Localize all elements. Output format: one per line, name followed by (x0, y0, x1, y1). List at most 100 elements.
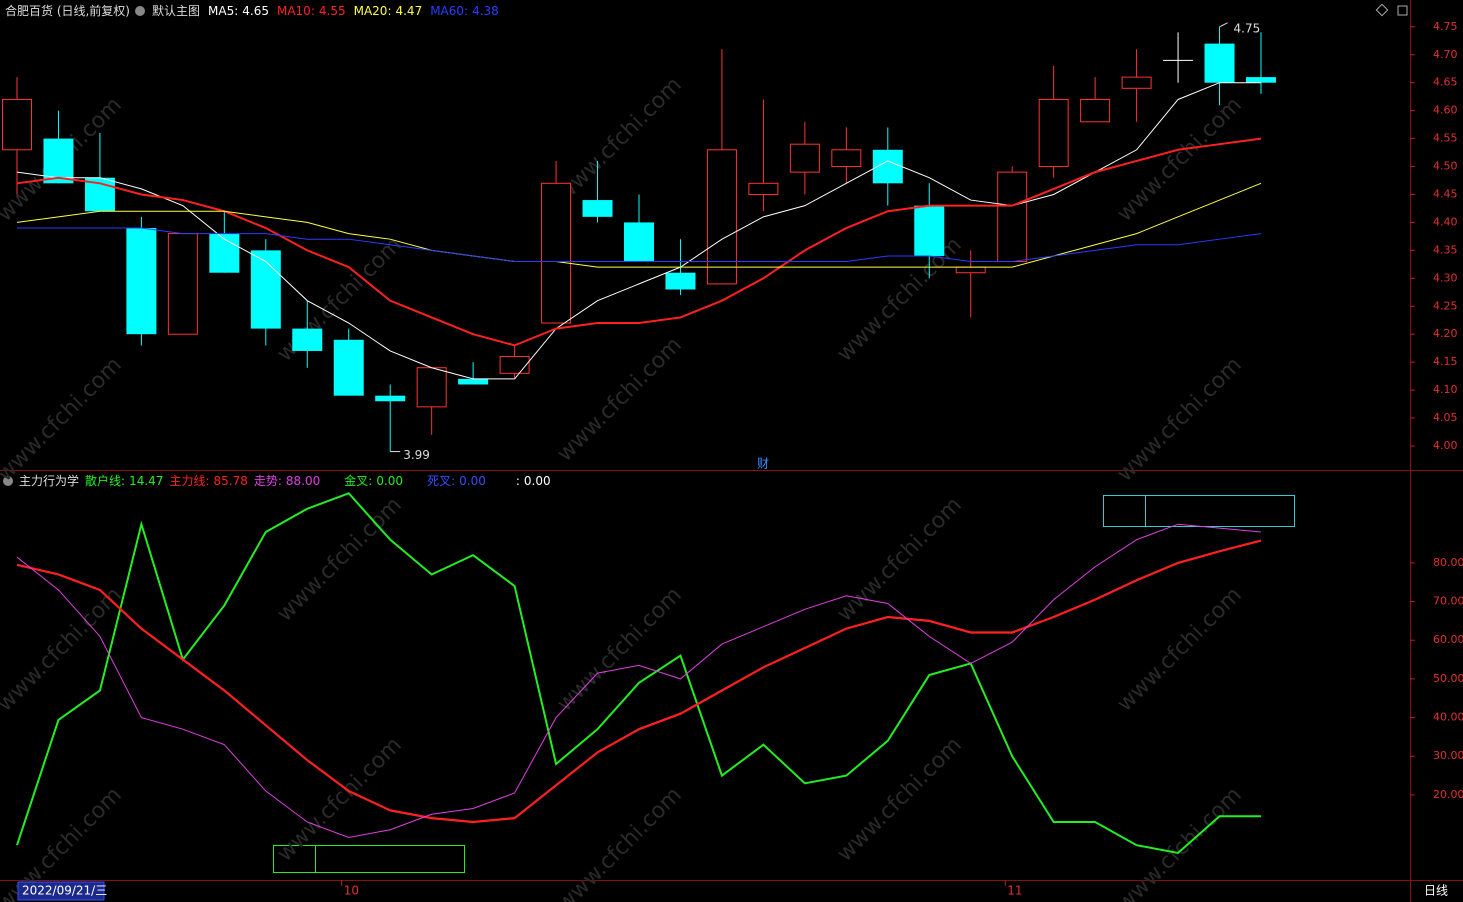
y-tick-label: 4.60 (1433, 104, 1458, 117)
y-tick-label: 40.00 (1433, 711, 1463, 724)
y-tick-label: 4.30 (1433, 271, 1458, 284)
high-annotation: 4.75 (1234, 21, 1261, 35)
candle-body (706, 149, 737, 285)
legend-name: MA20 (354, 4, 388, 18)
candle-body (126, 228, 157, 335)
indicator-line (16, 492, 1262, 855)
legend-separator: : (234, 4, 238, 18)
legend-name: 主力线 (169, 474, 205, 488)
event-marker: 财 (757, 457, 769, 471)
indicator-line (16, 523, 1262, 838)
cursor-date: 2022/09/21/三 (22, 884, 107, 898)
candle-body (541, 182, 572, 324)
candle-body (997, 171, 1028, 263)
legend-separator: : (311, 4, 315, 18)
y-tick-label: 4.35 (1433, 243, 1458, 256)
indicator-name: 死叉 (427, 474, 451, 488)
y-tick-label: 60.00 (1433, 633, 1463, 646)
y-tick-label: 4.05 (1433, 411, 1458, 424)
y-tick-label: 20.00 (1433, 788, 1463, 801)
candle-body (375, 395, 406, 402)
y-tick-label: 30.00 (1433, 749, 1463, 762)
candle-body (250, 250, 281, 329)
ma-line (17, 227, 1262, 263)
y-tick-label: 4.65 (1433, 76, 1458, 89)
candle-body (43, 138, 74, 184)
indicator-separator: : (516, 474, 520, 488)
candle-body (416, 367, 447, 408)
indicator-value: 0.00 (524, 474, 551, 488)
legend-name: 走势 (254, 474, 278, 488)
legend-separator: : (387, 4, 391, 18)
signal-box (273, 845, 465, 873)
candle-body (1121, 76, 1152, 89)
candle-body (499, 356, 530, 374)
candle-body (1080, 98, 1111, 123)
legend-name: MA60 (430, 4, 464, 18)
candle-body (748, 182, 779, 195)
y-tick-label: 80.00 (1433, 556, 1463, 569)
indicator-separator: : (451, 474, 455, 488)
legend-value: 14.47 (129, 474, 163, 488)
chart-title: 主力行为学 (19, 473, 79, 488)
candle-body (789, 143, 820, 173)
candle-body (458, 378, 489, 385)
candle-body (914, 205, 945, 256)
candle-body (624, 222, 654, 262)
icon-diamond[interactable] (1375, 3, 1389, 17)
y-tick-label: 4.10 (1433, 383, 1458, 396)
y-tick-label: 70.00 (1433, 595, 1463, 608)
legend-value: 4.47 (395, 4, 422, 18)
candle-body (831, 149, 862, 168)
y-tick-label: 4.00 (1433, 439, 1458, 452)
annotation-arrow (1219, 22, 1228, 28)
legend-separator: : (464, 4, 468, 18)
candle-body (2, 98, 32, 151)
y-tick-label: 4.50 (1433, 160, 1458, 173)
y-tick-label: 4.25 (1433, 299, 1458, 312)
legend-separator: : (205, 474, 209, 488)
low-annotation: 3.99 (403, 448, 430, 462)
chart-subtitle: 默认主图 (152, 3, 200, 18)
y-tick-label: 4.20 (1433, 327, 1458, 340)
ma-line (16, 82, 1261, 380)
indicator-line (16, 539, 1262, 824)
indicator-value: 0.00 (459, 474, 486, 488)
candle-body (292, 328, 323, 351)
period-label[interactable]: 日线 (1424, 884, 1448, 898)
legend-value: 4.65 (242, 4, 269, 18)
candle-body (582, 200, 613, 217)
y-tick-label: 4.75 (1433, 20, 1458, 33)
menu-icon[interactable] (135, 6, 145, 16)
menu-icon[interactable] (3, 476, 13, 486)
candle-body (209, 233, 240, 273)
candle-body (1246, 77, 1276, 83)
chart-title: 合肥百货 (日线,前复权) (5, 3, 130, 18)
candle-body (665, 272, 696, 290)
candle-body (1204, 43, 1235, 83)
legend-name: MA5 (208, 4, 234, 18)
y-tick-label: 4.40 (1433, 215, 1458, 228)
legend-value: 4.55 (319, 4, 346, 18)
legend-value: 85.78 (214, 474, 248, 488)
y-tick-label: 4.70 (1433, 48, 1458, 61)
candle-body (1038, 98, 1069, 168)
legend-value: 88.00 (286, 474, 320, 488)
icon-window[interactable] (1397, 5, 1408, 16)
cursor-date-box (17, 881, 105, 901)
indicator-header: 主力行为学 散户线: 14.47 主力线: 85.78 走势: 88.00 金叉: 0.00 死叉… (19, 473, 551, 488)
legend-separator: : (278, 474, 282, 488)
y-tick-label: 50.00 (1433, 672, 1463, 685)
chart-title: 合肥百货 (日线,前复权) 默认主图 MA5: 4.65 MA10: 4.55 MA20: 4… (5, 3, 499, 18)
legend-name: 散户线 (85, 473, 121, 488)
legend-value: 4.38 (472, 4, 499, 18)
x-tick-label: 11 (1007, 884, 1022, 898)
indicator-separator: : (368, 474, 372, 488)
legend-separator: : (121, 474, 125, 488)
x-tick-label: 10 (344, 884, 359, 898)
legend-name: MA10 (277, 4, 311, 18)
candle-body (333, 339, 364, 396)
indicator-value: 0.00 (376, 474, 403, 488)
